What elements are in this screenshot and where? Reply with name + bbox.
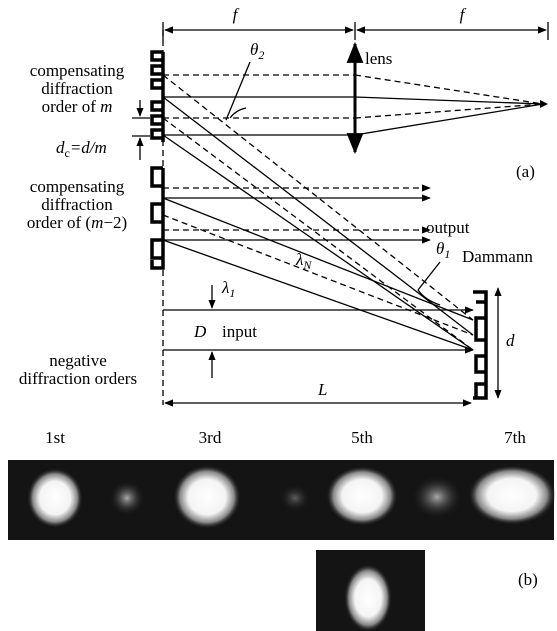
label: order of (m−2) [27,213,127,232]
label: order of m [42,97,113,116]
angle-label: θ1 [436,239,450,261]
label: negative [49,351,107,370]
focal-label: f [233,5,240,24]
figure: f f lens θ2 compensating diffraction ord… [0,0,557,631]
label: λ1 [221,278,235,300]
focal-label: f [460,5,467,24]
order-label: 7th [504,428,526,447]
label: diffraction orders [19,369,137,388]
order-label: 5th [351,428,373,447]
angle-label: θ2 [250,40,264,62]
lens-label: lens [365,49,392,68]
label: L [317,380,327,399]
label: compensating [30,61,125,80]
order-label: 3rd [199,428,222,447]
label: D [193,322,207,341]
grating [152,52,163,142]
label: d [506,331,515,350]
spot-image [316,550,425,631]
label: diffraction [41,79,113,98]
label: output [426,218,470,237]
diagram-lines [132,22,548,405]
grating [152,168,163,268]
label: diffraction [41,195,113,214]
label: dc=d/m [56,138,107,160]
label: Dammann [462,247,533,266]
spot-image [8,460,556,540]
order-label: 1st [45,428,65,447]
panel-label: (b) [518,570,538,589]
dammann-grating [473,292,486,398]
label: compensating [30,177,125,196]
label: input [222,322,257,341]
panel-label: (a) [516,162,535,181]
